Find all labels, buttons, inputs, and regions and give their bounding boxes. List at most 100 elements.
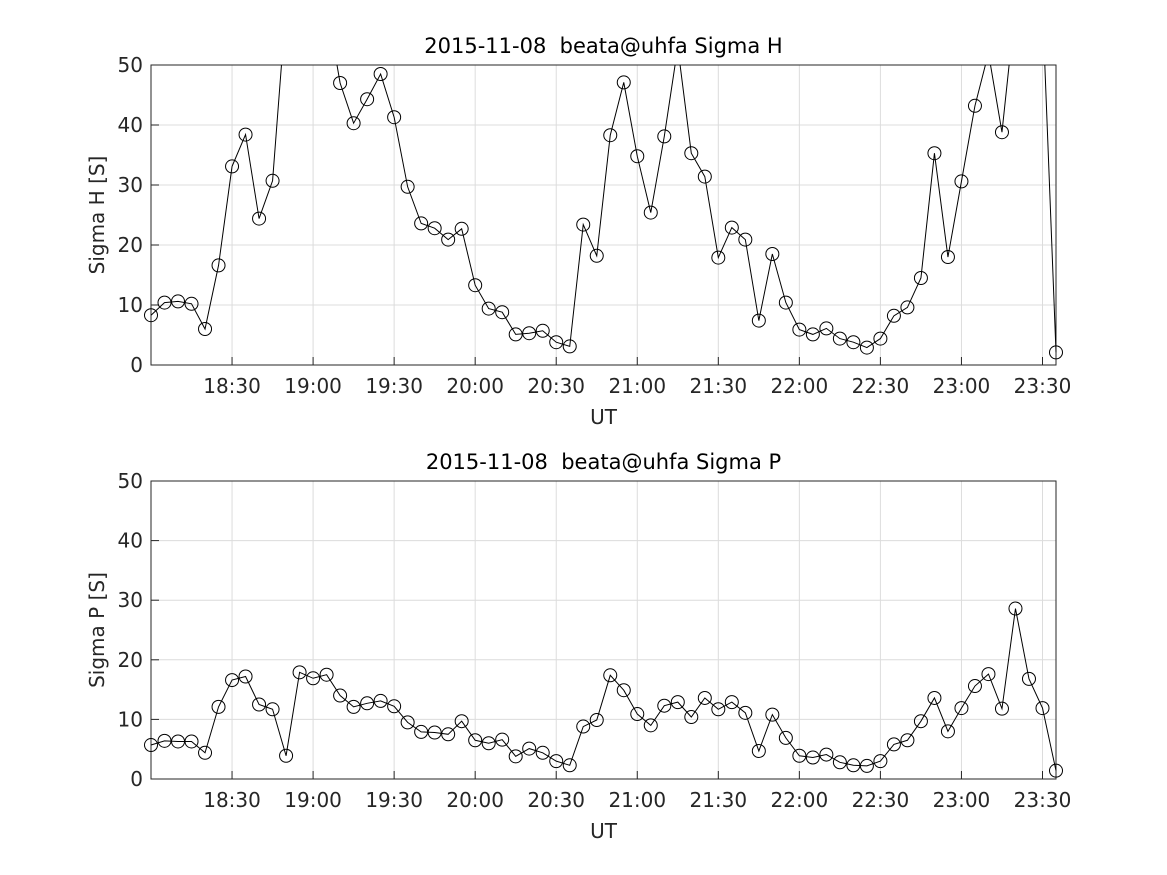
x-tick-label: 19:30 bbox=[365, 788, 423, 812]
marker bbox=[292, 665, 307, 680]
y-tick-label: 20 bbox=[118, 648, 143, 672]
marker bbox=[468, 733, 483, 748]
marker bbox=[265, 702, 280, 717]
marker bbox=[562, 339, 577, 354]
marker bbox=[630, 707, 645, 722]
marker bbox=[481, 736, 496, 751]
axes-frame bbox=[150, 64, 1057, 366]
marker bbox=[873, 331, 888, 346]
x-tick-label: 21:00 bbox=[608, 788, 666, 812]
y-axis-label: Sigma H [S] bbox=[85, 156, 109, 275]
marker bbox=[805, 327, 820, 342]
marker bbox=[279, 748, 294, 763]
marker bbox=[886, 308, 901, 323]
y-tick-label: 50 bbox=[118, 469, 143, 493]
marker bbox=[927, 690, 942, 705]
marker bbox=[1008, 601, 1023, 616]
x-tick-label: 23:00 bbox=[933, 374, 991, 398]
marker bbox=[454, 714, 469, 729]
marker bbox=[643, 718, 658, 733]
marker bbox=[184, 734, 199, 749]
x-tick-label: 20:30 bbox=[527, 788, 585, 812]
marker bbox=[171, 294, 186, 309]
x-tick-label: 23:30 bbox=[1014, 788, 1072, 812]
marker bbox=[238, 127, 253, 142]
marker bbox=[319, 667, 334, 682]
marker bbox=[697, 690, 712, 705]
marker bbox=[535, 745, 550, 760]
series bbox=[144, 65, 1063, 360]
marker bbox=[589, 248, 604, 263]
axes-frame bbox=[150, 480, 1057, 780]
marker bbox=[819, 747, 834, 762]
marker bbox=[846, 758, 861, 773]
axes: 0 10 20 30 40 50 18:30 19:00 19:30 20:00 20:30 21:0… bbox=[85, 34, 1071, 429]
marker bbox=[913, 714, 928, 729]
marker bbox=[252, 211, 267, 226]
chart-title: 2015-11-08 beata@uhfa Sigma H bbox=[424, 34, 782, 58]
marker bbox=[346, 116, 361, 131]
y-tick-label: 30 bbox=[118, 173, 143, 197]
marker bbox=[738, 705, 753, 720]
marker bbox=[454, 221, 469, 236]
marker bbox=[1021, 671, 1036, 686]
marker bbox=[441, 232, 456, 247]
marker bbox=[886, 737, 901, 752]
marker bbox=[576, 217, 591, 232]
x-tick-label: 18:30 bbox=[203, 374, 261, 398]
marker bbox=[994, 701, 1009, 716]
marker bbox=[994, 125, 1009, 140]
marker bbox=[576, 719, 591, 734]
marker bbox=[265, 173, 280, 188]
marker bbox=[684, 146, 699, 161]
marker bbox=[765, 247, 780, 261]
marker bbox=[657, 698, 672, 713]
marker bbox=[373, 693, 388, 708]
marker bbox=[603, 668, 618, 683]
marker bbox=[954, 174, 969, 189]
marker bbox=[711, 702, 726, 717]
marker bbox=[819, 321, 834, 336]
line bbox=[150, 65, 1057, 353]
marker bbox=[414, 216, 429, 231]
marker bbox=[859, 758, 874, 773]
marker bbox=[387, 110, 402, 125]
marker bbox=[738, 232, 753, 247]
x-axis-label: UT bbox=[590, 405, 618, 429]
marker bbox=[211, 699, 226, 714]
x-tick-label: 22:00 bbox=[771, 788, 829, 812]
y-tick-label: 30 bbox=[118, 588, 143, 612]
marker bbox=[832, 331, 847, 346]
x-tick-label: 18:30 bbox=[203, 788, 261, 812]
marker bbox=[238, 669, 253, 684]
marker bbox=[184, 296, 199, 311]
marker bbox=[468, 278, 483, 293]
marker bbox=[603, 128, 618, 143]
marker bbox=[360, 92, 375, 107]
marker bbox=[306, 671, 321, 686]
x-tick-label: 20:00 bbox=[446, 788, 504, 812]
axes: 0 10 20 30 40 50 18:30 19:00 19:30 20:00 20:30 21:0… bbox=[85, 450, 1071, 843]
y-tick-label: 40 bbox=[118, 113, 143, 137]
marker bbox=[805, 750, 820, 765]
x-tick-label: 19:30 bbox=[365, 374, 423, 398]
plot-area bbox=[151, 481, 1056, 779]
marker bbox=[711, 250, 726, 265]
marker bbox=[792, 748, 807, 763]
marker bbox=[495, 732, 510, 747]
x-tick-label: 23:00 bbox=[933, 788, 991, 812]
marker bbox=[508, 749, 523, 764]
marker bbox=[981, 667, 996, 682]
marker bbox=[684, 710, 699, 725]
marker bbox=[535, 323, 550, 338]
x-tick-label: 21:30 bbox=[689, 788, 747, 812]
marker bbox=[495, 305, 510, 320]
marker bbox=[846, 335, 861, 350]
marker bbox=[657, 129, 672, 144]
x-tick-label: 19:00 bbox=[284, 788, 342, 812]
y-tick-label: 0 bbox=[130, 353, 143, 377]
x-tick-label: 20:00 bbox=[446, 374, 504, 398]
marker bbox=[400, 715, 415, 730]
marker bbox=[562, 758, 577, 773]
marker bbox=[859, 340, 874, 355]
